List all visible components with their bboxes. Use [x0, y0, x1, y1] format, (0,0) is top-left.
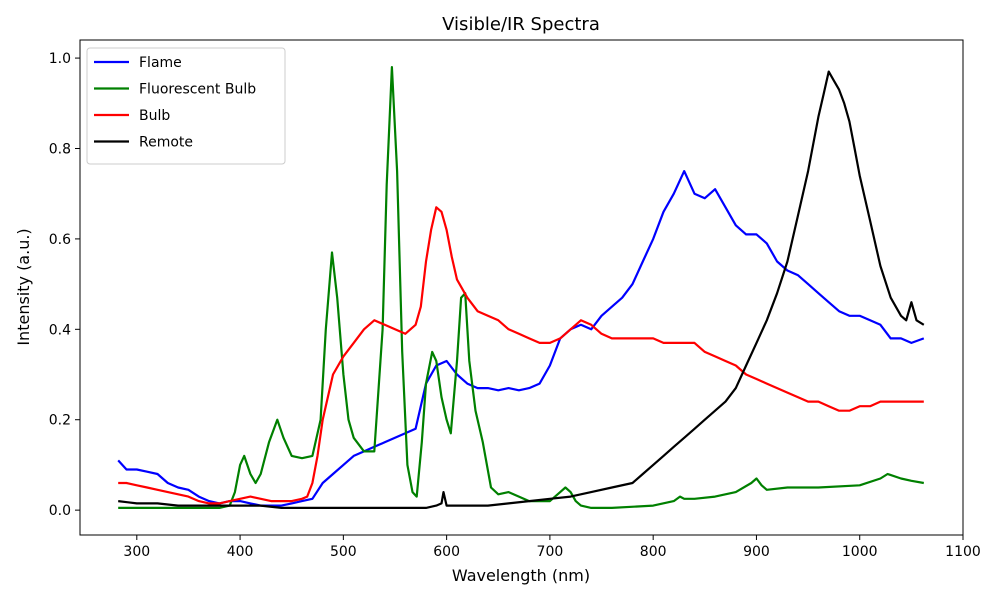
y-tick-label: 0.4 — [49, 322, 71, 338]
y-tick-label: 0.2 — [49, 413, 71, 429]
legend-label: Flame — [139, 55, 182, 71]
x-tick-label: 1100 — [945, 544, 981, 560]
y-tick-label: 0.0 — [49, 503, 71, 519]
plot-frame — [79, 39, 964, 536]
series-line-flame — [117, 170, 925, 507]
legend: Flame Fluorescent Bulb Bulb Remote — [86, 47, 286, 165]
series-line-remote — [118, 70, 925, 509]
y-tick-label: 0.8 — [49, 141, 71, 157]
x-tick-label: 300 — [123, 544, 150, 560]
series-line-bulb — [118, 206, 924, 505]
x-axis-label: Wavelength (nm) — [452, 566, 590, 585]
series-line-fluorescent-bulb — [118, 66, 924, 509]
y-tick-label: 1.0 — [49, 51, 71, 67]
chart-title: Visible/IR Spectra — [442, 14, 600, 35]
legend-label: Fluorescent Bulb — [139, 82, 256, 98]
y-axis: 0.0 0.2 0.4 0.6 0.8 1.0 — [49, 51, 80, 519]
y-axis-label: Intensity (a.u.) — [14, 228, 33, 345]
plot-lines — [117, 66, 925, 509]
x-tick-label: 600 — [433, 544, 460, 560]
x-tick-label: 1000 — [842, 544, 878, 560]
legend-label: Bulb — [139, 108, 170, 124]
y-tick-label: 0.6 — [49, 232, 71, 248]
x-axis: 300 400 500 600 700 800 900 1000 1100 — [123, 535, 981, 560]
x-tick-label: 500 — [330, 544, 357, 560]
legend-box — [86, 47, 286, 165]
x-tick-label: 800 — [640, 544, 667, 560]
x-tick-label: 400 — [227, 544, 254, 560]
x-tick-label: 900 — [743, 544, 770, 560]
x-tick-label: 700 — [537, 544, 564, 560]
legend-label: Remote — [139, 135, 193, 151]
